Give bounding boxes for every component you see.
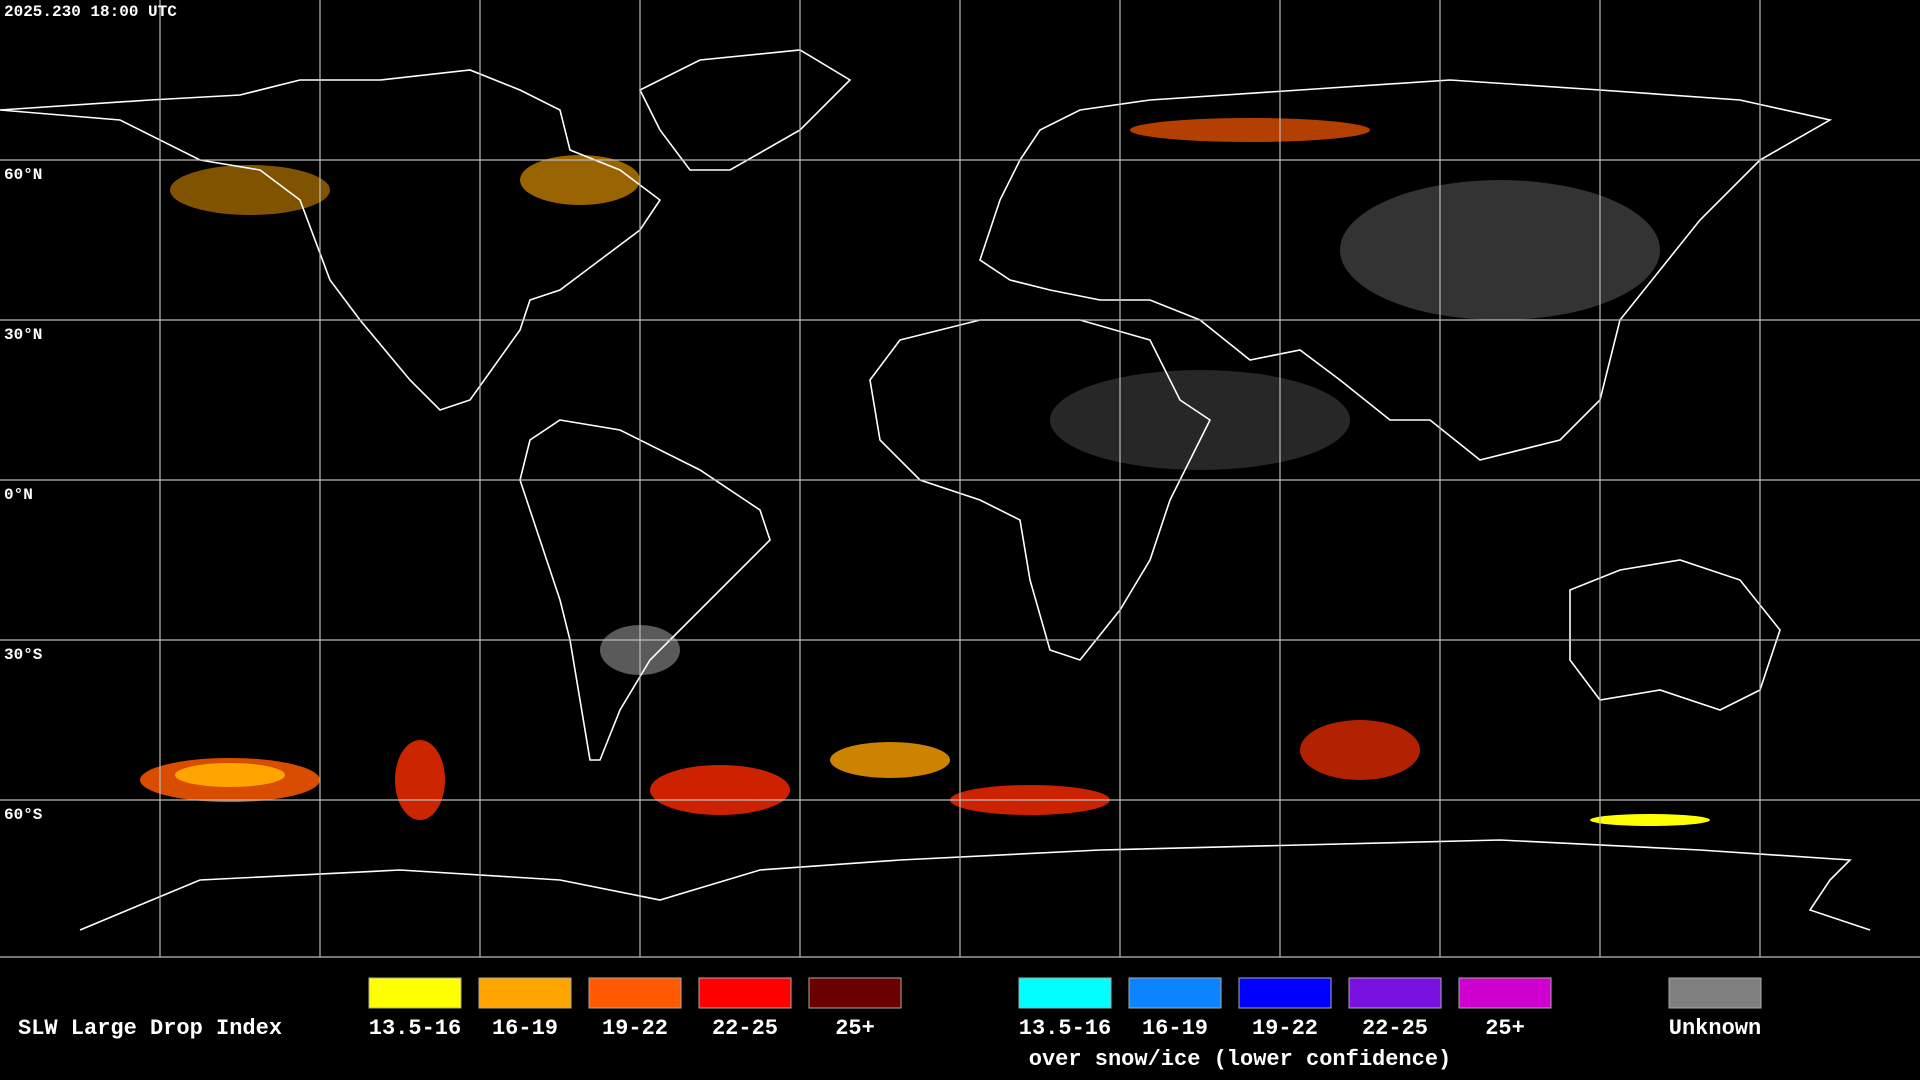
legend-swatch [698, 977, 792, 1009]
coastline [869, 319, 1212, 661]
latitude-label: 60°N [4, 166, 42, 184]
latitude-label: 30°N [4, 326, 42, 344]
coastline [0, 69, 662, 411]
cloud-patch [1340, 180, 1660, 320]
latitude-label: 0°N [4, 486, 33, 504]
legend-label: 19-22 [1252, 1016, 1318, 1041]
cloud-patch [830, 742, 950, 778]
cloud-patch [175, 763, 285, 787]
legend-title: SLW Large Drop Index [18, 1016, 282, 1041]
cloud-patch [1300, 720, 1420, 780]
cloud-patch [1130, 118, 1370, 142]
legend-label: 13.5-16 [1019, 1016, 1111, 1041]
legend-swatch [368, 977, 462, 1009]
graticule: 60°N 30°N 0°N 30°S 60°S [0, 0, 1920, 957]
legend-swatch [1348, 977, 1442, 1009]
legend-swatch [1668, 977, 1762, 1009]
legend-label: 16-19 [492, 1016, 558, 1041]
latitude-label: 30°S [4, 646, 43, 664]
legend-label: 19-22 [602, 1016, 668, 1041]
cloud-patch [650, 765, 790, 815]
legend-label: 16-19 [1142, 1016, 1208, 1041]
coastline [79, 839, 1871, 931]
legend-label: Unknown [1669, 1016, 1761, 1041]
legend-swatch [1128, 977, 1222, 1009]
legend-label: 22-25 [1362, 1016, 1428, 1041]
legend-label: 22-25 [712, 1016, 778, 1041]
legend-swatch [1018, 977, 1112, 1009]
legend-swatch [478, 977, 572, 1009]
latitude-label: 60°S [4, 806, 43, 824]
cloud-patch [1050, 370, 1350, 470]
legend-caption: over snow/ice (lower confidence) [1029, 1047, 1451, 1072]
legend-swatch [808, 977, 902, 1009]
legend-label: 25+ [1485, 1016, 1525, 1041]
legend: SLW Large Drop Index over snow/ice (lowe… [18, 977, 1762, 1072]
legend-swatch [1238, 977, 1332, 1009]
legend-label: 13.5-16 [369, 1016, 461, 1041]
legend-swatch [1458, 977, 1552, 1009]
cloud-patch [1590, 814, 1710, 826]
timestamp: 2025.230 18:00 UTC [4, 3, 177, 21]
legend-label: 25+ [835, 1016, 875, 1041]
cloud-patch [170, 165, 330, 215]
coastline [519, 419, 771, 761]
legend-swatch [588, 977, 682, 1009]
cloud-patch [520, 155, 640, 205]
cloud-field [140, 118, 1710, 826]
cloud-patch [395, 740, 445, 820]
